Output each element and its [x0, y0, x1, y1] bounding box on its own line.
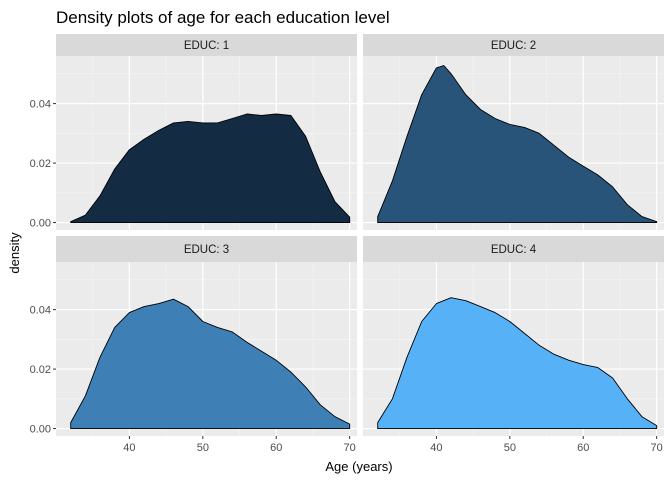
facet-strip: [363, 236, 664, 262]
facet-strip-label: EDUC: 2: [491, 40, 536, 52]
y-axis: 0.00 0.02 0.04 0.00 0.02 0.04: [30, 99, 56, 436]
facet-panel: EDUC: 4: [363, 236, 664, 436]
y-tick-label: 0.04: [30, 305, 51, 317]
y-tick-label: 0.02: [30, 158, 51, 170]
facet-panel: EDUC: 2: [363, 34, 664, 230]
density-area: [377, 65, 658, 224]
x-tick-label: 50: [504, 442, 516, 454]
y-tick-label: 0.00: [30, 424, 51, 436]
chart-title: Density plots of age for each education …: [56, 8, 390, 27]
facet-panel: EDUC: 1: [56, 34, 357, 230]
facet-strip: [363, 34, 664, 56]
x-tick-label: 60: [577, 442, 589, 454]
facet-strip: [56, 34, 357, 56]
facet-panel: EDUC: 3: [56, 236, 357, 436]
facet-strip-label: EDUC: 3: [184, 244, 229, 256]
x-tick-label: 50: [197, 442, 209, 454]
x-tick-label: 70: [344, 442, 356, 454]
density-area: [70, 113, 351, 224]
x-tick-label: 70: [651, 442, 663, 454]
x-tick-label: 40: [123, 442, 135, 454]
x-axis: 40 50 60 70 40 50 60 70: [123, 436, 663, 454]
density-area: [377, 297, 658, 430]
y-tick-label: 0.02: [30, 364, 51, 376]
x-tick-label: 60: [270, 442, 282, 454]
x-axis-title: Age (years): [325, 459, 392, 474]
density-area: [70, 298, 351, 430]
facet-strip: [56, 236, 357, 262]
y-tick-label: 0.00: [30, 218, 51, 230]
facet-strip-label: EDUC: 4: [491, 244, 537, 256]
y-tick-label: 0.04: [30, 99, 51, 111]
x-tick-label: 40: [430, 442, 442, 454]
y-axis-title: density: [7, 232, 22, 274]
facet-panels: EDUC: 1 EDUC: 2 EDUC: 3 EDUC: 4: [56, 34, 664, 436]
facet-strip-label: EDUC: 1: [184, 40, 229, 52]
